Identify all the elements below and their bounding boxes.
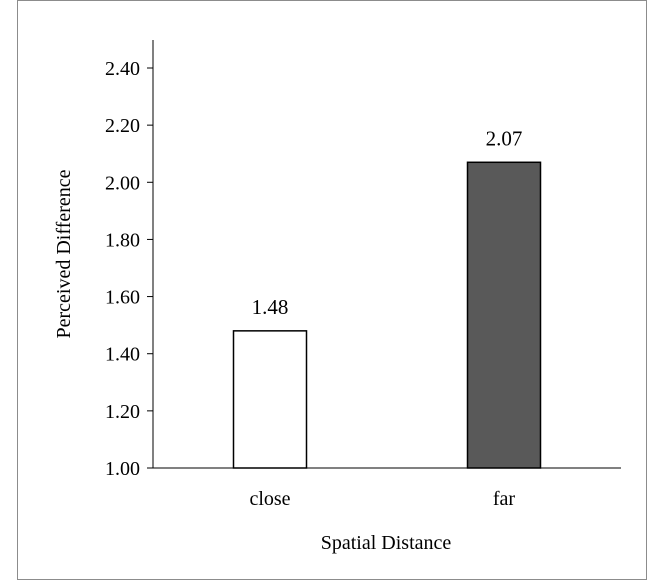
x-category-label-close: close bbox=[249, 488, 290, 510]
y-tick-label: 2.40 bbox=[105, 58, 140, 80]
y-tick-label: 1.20 bbox=[105, 401, 140, 423]
y-tick-label: 2.00 bbox=[105, 172, 140, 194]
y-tick-label: 1.60 bbox=[105, 287, 140, 309]
y-tick-label: 1.00 bbox=[105, 458, 140, 480]
plot-area: 1.00 1.20 1.40 1.60 1.80 2.00 2.20 2.40 1.48 clos… bbox=[105, 40, 621, 510]
bar-close bbox=[232, 330, 308, 469]
x-category-label-far: far bbox=[493, 488, 516, 510]
x-axis-title: Spatial Distance bbox=[321, 532, 452, 554]
bar-far bbox=[466, 161, 542, 469]
y-tick-label: 1.40 bbox=[105, 344, 140, 366]
data-label-close: 1.48 bbox=[252, 295, 289, 319]
y-tick-label: 2.20 bbox=[105, 115, 140, 137]
data-label-far: 2.07 bbox=[486, 126, 523, 150]
y-axis-title: Perceived Difference bbox=[53, 169, 75, 338]
y-tick-label: 1.80 bbox=[105, 229, 140, 251]
chart-border bbox=[17, 0, 647, 580]
